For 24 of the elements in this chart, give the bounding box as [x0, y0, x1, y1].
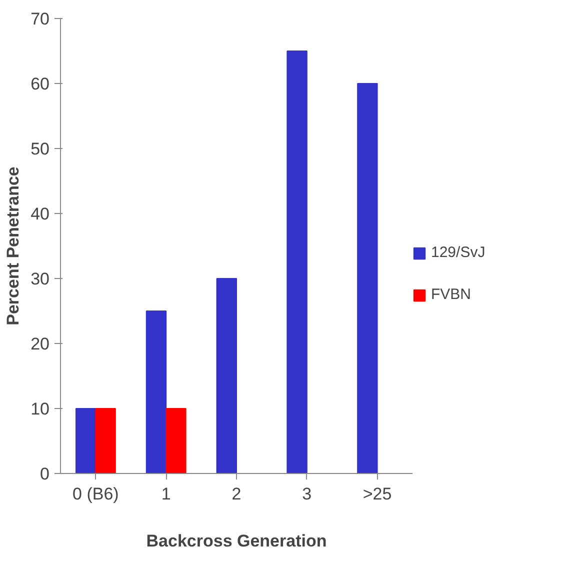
- x-tick-label: 0 (B6): [72, 484, 119, 504]
- y-tick-label: 70: [30, 10, 50, 28]
- y-tick-label: 40: [30, 204, 50, 224]
- bar: [216, 278, 237, 474]
- y-tick-label: 20: [30, 334, 50, 354]
- legend-label: FVBN: [431, 286, 472, 303]
- x-axis-title: Backcross Generation: [146, 532, 327, 550]
- x-tick-label: 3: [302, 484, 312, 504]
- bar: [286, 50, 308, 474]
- y-tick-label: 0: [40, 464, 50, 484]
- bar: [75, 408, 96, 474]
- x-tick-label: 1: [161, 484, 171, 504]
- bar: [166, 408, 186, 474]
- legend-label: 129/SvJ: [431, 244, 486, 261]
- y-axis-title: Percent Penetrance: [4, 166, 23, 326]
- y-tick-label: 60: [30, 74, 50, 94]
- bar: [146, 310, 167, 474]
- y-tick-label: 50: [30, 140, 50, 158]
- x-tick-label: >25: [362, 484, 392, 504]
- x-tick-label: 2: [232, 484, 242, 504]
- bar: [357, 83, 378, 474]
- y-tick-label: 10: [30, 400, 50, 418]
- bar: [95, 408, 116, 474]
- y-tick-label: 30: [30, 270, 50, 288]
